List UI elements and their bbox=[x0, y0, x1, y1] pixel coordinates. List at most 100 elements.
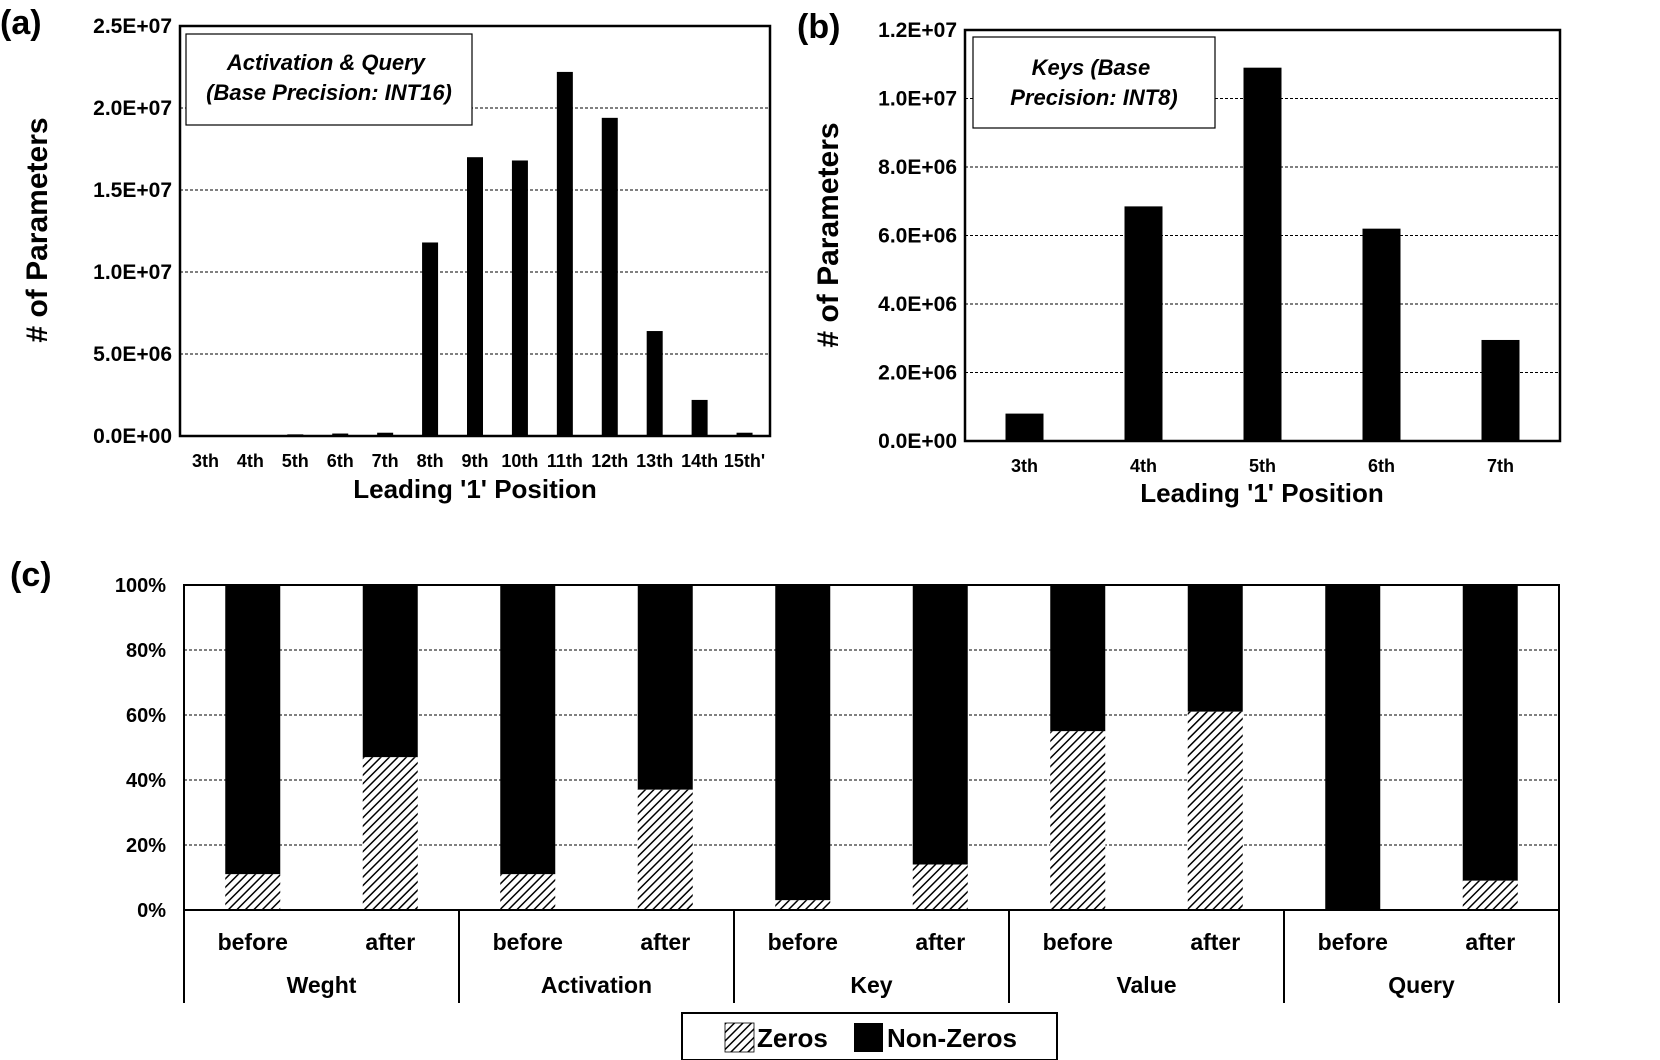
y-tick-label: 1.0E+07 bbox=[93, 261, 172, 284]
x-tick-label: 14th bbox=[681, 451, 718, 471]
bar-zeros bbox=[912, 864, 968, 910]
y-tick-label: 5.0E+06 bbox=[93, 343, 172, 366]
x-tick-label: 6th bbox=[327, 451, 354, 471]
x-subcategory-label: after bbox=[1190, 929, 1240, 955]
panel-a-title-box bbox=[185, 33, 473, 126]
x-group-label: Key bbox=[850, 972, 892, 998]
x-tick-label: 5th bbox=[1249, 456, 1276, 476]
panel-a-title-line-2: (Base Precision: INT16) bbox=[206, 80, 452, 105]
legend-non-zeros-label: Non-Zeros bbox=[887, 1023, 1017, 1053]
x-tick-label: 5th bbox=[282, 451, 309, 471]
panel-b-label: (b) bbox=[797, 8, 840, 46]
panel-a-chart: (a) 0.0E+00 5.0E+06 1.0E+07 1.5E+07 2.0E+07 2… bbox=[0, 4, 772, 504]
panel-a-x-ticks: 3th 4th 5th 6th 7th 8th 9th 10th 11th 12th 13th 14t… bbox=[192, 451, 765, 471]
x-tick-label: 4th bbox=[1130, 456, 1157, 476]
y-tick-label: 6.0E+06 bbox=[878, 225, 957, 248]
y-tick-label: 0.0E+00 bbox=[878, 430, 957, 453]
x-tick-label: 7th bbox=[1487, 456, 1514, 476]
x-tick-label: 11th bbox=[547, 451, 583, 471]
x-subcategory-label: after bbox=[1465, 929, 1515, 955]
panel-c-legend: Zeros Non-Zeros bbox=[681, 1012, 1058, 1060]
y-tick-label: 8.0E+06 bbox=[878, 156, 957, 179]
panel-b-title: Keys (Base Precision: INT8) bbox=[1010, 55, 1177, 110]
bar-zeros bbox=[1187, 711, 1243, 910]
bar-zeros bbox=[775, 900, 831, 910]
x-tick-label: 4th bbox=[237, 451, 264, 471]
bar-zeros bbox=[1462, 880, 1518, 910]
panel-a-title-line-1: Activation & Query bbox=[226, 50, 427, 75]
x-group-label: Query bbox=[1388, 972, 1455, 998]
x-subcategory-label: before bbox=[768, 929, 838, 955]
bar-non-zeros bbox=[1462, 585, 1518, 881]
panel-b-plot-frame bbox=[963, 28, 1562, 443]
x-tick-label: 10th bbox=[501, 451, 538, 471]
x-subcategory-label: before bbox=[1043, 929, 1113, 955]
bar bbox=[511, 160, 528, 437]
bar bbox=[556, 71, 573, 437]
bar-zeros bbox=[225, 874, 281, 910]
bar bbox=[691, 399, 708, 436]
panel-a-label: (a) bbox=[0, 4, 42, 42]
panel-b-chart: (b) 0.0E+00 2.0E+06 4.0E+06 6.0E+06 8.0E+06 1… bbox=[797, 8, 1562, 508]
x-subcategory-label: before bbox=[493, 929, 563, 955]
bar-zeros bbox=[637, 789, 693, 910]
bar bbox=[1005, 413, 1044, 441]
bar bbox=[1243, 67, 1282, 442]
panel-a-x-axis-label: Leading '1' Position bbox=[353, 474, 597, 504]
y-tick-label: 0% bbox=[137, 900, 166, 922]
bar bbox=[1481, 339, 1520, 441]
bar-zeros bbox=[1050, 731, 1106, 910]
y-tick-label: 40% bbox=[126, 770, 166, 792]
y-tick-label: 0.0E+00 bbox=[93, 425, 172, 448]
bar bbox=[646, 331, 663, 436]
panel-b-bars bbox=[1005, 67, 1520, 442]
bar-non-zeros bbox=[225, 585, 281, 875]
bar-zeros bbox=[362, 757, 418, 910]
panel-b-y-ticks: 0.0E+00 2.0E+06 4.0E+06 6.0E+06 8.0E+06 1.0E+… bbox=[878, 19, 957, 453]
x-tick-label: 15th' bbox=[724, 451, 765, 471]
bar-non-zeros bbox=[500, 585, 556, 875]
y-tick-label: 60% bbox=[126, 705, 166, 727]
x-tick-label: 13th bbox=[636, 451, 673, 471]
bar-non-zeros bbox=[637, 585, 693, 790]
panel-c-bars bbox=[225, 585, 1518, 910]
legend-non-zeros-swatch bbox=[854, 1023, 883, 1052]
bar bbox=[467, 157, 483, 436]
x-tick-label: 3th bbox=[1011, 456, 1038, 476]
legend-zeros-label: Zeros bbox=[757, 1023, 828, 1053]
x-subcategory-label: before bbox=[218, 929, 288, 955]
y-tick-label: 1.0E+07 bbox=[878, 88, 957, 111]
x-subcategory-label: after bbox=[915, 929, 965, 955]
y-tick-label: 100% bbox=[115, 575, 166, 597]
panel-c-plot-frame bbox=[183, 584, 1560, 911]
x-group-label: Value bbox=[1116, 972, 1176, 998]
panel-b-x-ticks: 3th 4th 5th 6th 7th bbox=[1011, 456, 1514, 476]
panel-b-title-line-2: Precision: INT8) bbox=[1010, 85, 1177, 110]
y-tick-label: 4.0E+06 bbox=[878, 293, 957, 316]
bar-non-zeros bbox=[1187, 585, 1243, 712]
bar-non-zeros bbox=[1050, 585, 1106, 732]
panel-c-chart: (c) 0%20%40%60%80%100% before afterWeghtb… bbox=[10, 556, 1560, 1060]
x-tick-label: 9th bbox=[462, 451, 489, 471]
panel-b-x-axis-label: Leading '1' Position bbox=[1140, 478, 1384, 508]
bar-non-zeros bbox=[1325, 585, 1381, 910]
x-subcategory-label: before bbox=[1318, 929, 1388, 955]
panel-c-label: (c) bbox=[10, 556, 52, 594]
bar-non-zeros bbox=[775, 585, 831, 901]
y-tick-label: 2.0E+07 bbox=[93, 97, 172, 120]
panel-a-plot-frame bbox=[178, 24, 772, 438]
x-group-label: Activation bbox=[541, 972, 652, 998]
y-tick-label: 2.0E+06 bbox=[878, 362, 957, 385]
x-tick-label: 6th bbox=[1368, 456, 1395, 476]
x-tick-label: 8th bbox=[417, 451, 444, 471]
y-tick-label: 1.5E+07 bbox=[93, 179, 172, 202]
bar bbox=[601, 117, 618, 436]
y-tick-label: 1.2E+07 bbox=[878, 19, 957, 42]
x-tick-label: 7th bbox=[372, 451, 399, 471]
panel-c-x-axis-groups: before after Weght before after Activation bef… bbox=[183, 910, 1560, 1003]
panel-a-y-ticks: 0.0E+00 5.0E+06 1.0E+07 1.5E+07 2.0E+07 2.5E+… bbox=[93, 15, 172, 448]
panel-b-title-box bbox=[972, 36, 1216, 129]
bar bbox=[1124, 206, 1163, 441]
bar-non-zeros bbox=[362, 585, 418, 758]
